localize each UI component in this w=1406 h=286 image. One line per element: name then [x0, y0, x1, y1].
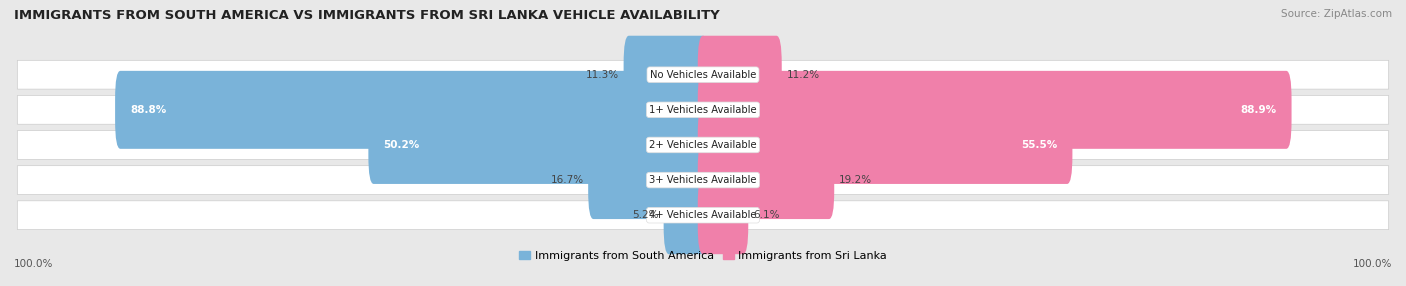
FancyBboxPatch shape [697, 141, 834, 219]
Text: 6.1%: 6.1% [752, 210, 779, 220]
FancyBboxPatch shape [368, 106, 709, 184]
Text: 1+ Vehicles Available: 1+ Vehicles Available [650, 105, 756, 115]
Text: 55.5%: 55.5% [1021, 140, 1057, 150]
FancyBboxPatch shape [17, 96, 1389, 124]
Text: 100.0%: 100.0% [14, 259, 53, 269]
Text: 50.2%: 50.2% [384, 140, 420, 150]
FancyBboxPatch shape [115, 71, 709, 149]
Text: 11.2%: 11.2% [786, 70, 820, 80]
FancyBboxPatch shape [588, 141, 709, 219]
FancyBboxPatch shape [17, 166, 1389, 194]
FancyBboxPatch shape [697, 71, 1292, 149]
FancyBboxPatch shape [697, 106, 1073, 184]
FancyBboxPatch shape [17, 201, 1389, 230]
FancyBboxPatch shape [664, 176, 709, 254]
FancyBboxPatch shape [17, 60, 1389, 89]
Text: 4+ Vehicles Available: 4+ Vehicles Available [650, 210, 756, 220]
Text: IMMIGRANTS FROM SOUTH AMERICA VS IMMIGRANTS FROM SRI LANKA VEHICLE AVAILABILITY: IMMIGRANTS FROM SOUTH AMERICA VS IMMIGRA… [14, 9, 720, 21]
Legend: Immigrants from South America, Immigrants from Sri Lanka: Immigrants from South America, Immigrant… [515, 246, 891, 265]
Text: Source: ZipAtlas.com: Source: ZipAtlas.com [1281, 9, 1392, 19]
Text: 5.2%: 5.2% [633, 210, 659, 220]
Text: 16.7%: 16.7% [551, 175, 583, 185]
Text: 11.3%: 11.3% [586, 70, 619, 80]
FancyBboxPatch shape [624, 36, 709, 114]
Text: 88.8%: 88.8% [131, 105, 166, 115]
Text: 100.0%: 100.0% [1353, 259, 1392, 269]
Text: 3+ Vehicles Available: 3+ Vehicles Available [650, 175, 756, 185]
FancyBboxPatch shape [17, 130, 1389, 159]
Text: 88.9%: 88.9% [1240, 105, 1277, 115]
FancyBboxPatch shape [697, 36, 782, 114]
FancyBboxPatch shape [697, 176, 748, 254]
Text: No Vehicles Available: No Vehicles Available [650, 70, 756, 80]
Text: 19.2%: 19.2% [839, 175, 872, 185]
Text: 2+ Vehicles Available: 2+ Vehicles Available [650, 140, 756, 150]
